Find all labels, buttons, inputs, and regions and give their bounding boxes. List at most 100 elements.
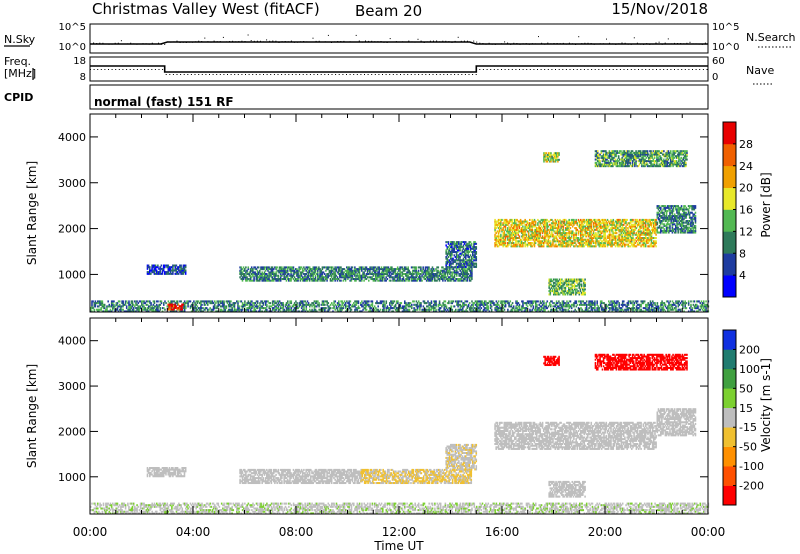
- echo-cell: [167, 300, 170, 303]
- echo-cell: [212, 308, 215, 311]
- nave-point: [273, 74, 275, 75]
- echo-cell: [426, 308, 428, 311]
- echo-cell: [293, 310, 296, 313]
- echo-cell: [403, 273, 406, 276]
- echo-cell: [700, 305, 703, 308]
- echo-cell: [471, 271, 473, 274]
- echo-cell: [225, 305, 228, 308]
- echo-cell: [497, 242, 500, 245]
- echo-cell: [310, 276, 312, 279]
- echo-cell: [645, 310, 647, 313]
- echo-cell: [470, 264, 473, 267]
- nsearch-point: [692, 43, 694, 45]
- echo-cell: [458, 274, 460, 277]
- echo-cell: [249, 269, 252, 272]
- echo-cell: [176, 303, 179, 306]
- echo-cell: [396, 266, 399, 269]
- echo-cell: [378, 279, 380, 282]
- echo-cell: [298, 305, 301, 308]
- echo-cell: [384, 269, 386, 272]
- nave-point: [414, 74, 416, 75]
- echo-cell: [420, 273, 422, 276]
- echo-cell: [562, 308, 565, 311]
- echo-cell: [446, 246, 449, 249]
- echo-cell: [480, 300, 483, 303]
- echo-cell: [588, 300, 590, 303]
- echo-cell: [156, 307, 158, 310]
- echo-cell: [246, 269, 248, 272]
- echo-cell: [614, 310, 617, 313]
- nsearch-tick-top: 10^5: [712, 22, 739, 33]
- echo-cell: [321, 303, 324, 306]
- echo-cell: [519, 243, 522, 246]
- echo-cell: [522, 307, 524, 310]
- echo-cell: [412, 269, 414, 272]
- echo-cell: [323, 273, 326, 276]
- echo-cell: [463, 242, 466, 245]
- echo-cell: [639, 303, 641, 306]
- echo-cell: [145, 310, 148, 313]
- echo-cell: [684, 303, 686, 306]
- echo-cell: [288, 305, 290, 308]
- echo-cell: [407, 310, 410, 313]
- echo-cell: [515, 218, 517, 221]
- echo-cell: [271, 308, 274, 311]
- echo-cell: [349, 310, 352, 313]
- echo-cell: [164, 308, 166, 311]
- echo-cell: [503, 220, 506, 223]
- echo-cell: [456, 262, 459, 265]
- echo-cell: [540, 307, 543, 310]
- echo-cell: [594, 305, 596, 308]
- echo-cell: [313, 310, 316, 313]
- echo-cell: [144, 307, 147, 310]
- echo-cell: [354, 278, 356, 281]
- echo-cell: [361, 305, 363, 308]
- nave-point: [432, 74, 434, 75]
- echo-cell: [531, 300, 534, 303]
- echo-cell: [526, 302, 529, 305]
- echo-cell: [273, 308, 275, 311]
- echo-cell: [125, 310, 128, 313]
- echo-cell: [536, 310, 538, 313]
- echo-cell: [452, 260, 454, 263]
- echo-cell: [472, 264, 474, 267]
- echo-cell: [419, 266, 421, 269]
- echo-cell: [620, 303, 623, 306]
- echo-cell: [406, 276, 408, 279]
- echo-cell: [412, 266, 414, 269]
- echo-cell: [274, 300, 276, 303]
- echo-cell: [450, 279, 452, 282]
- echo-cell: [511, 310, 514, 313]
- echo-cell: [512, 245, 515, 248]
- echo-cell: [256, 307, 259, 310]
- echo-cell: [428, 310, 430, 313]
- nsearch-point: [117, 42, 119, 44]
- nsearch-point: [327, 34, 329, 36]
- nave-point: [144, 69, 146, 70]
- nave-point: [519, 69, 520, 70]
- echo-cell: [343, 303, 346, 306]
- echo-cell: [233, 310, 236, 313]
- echo-cell: [698, 308, 700, 311]
- echo-cell: [444, 308, 447, 311]
- nsearch-point: [346, 41, 348, 43]
- echo-cell: [332, 279, 334, 282]
- echo-cell: [170, 305, 173, 308]
- nsearch-point: [355, 34, 357, 36]
- echo-cell: [327, 308, 330, 311]
- echo-cell: [407, 266, 409, 269]
- echo-cell: [610, 303, 612, 306]
- echo-cell: [271, 302, 274, 305]
- nave-point: [461, 74, 463, 75]
- echo-cell: [528, 300, 530, 303]
- echo-cell: [495, 232, 497, 235]
- echo-cell: [626, 305, 629, 308]
- echo-cell: [263, 274, 266, 277]
- echo-cell: [422, 271, 424, 274]
- echo-cell: [413, 273, 415, 276]
- echo-cell: [415, 305, 418, 308]
- nsearch-point: [429, 40, 431, 42]
- echo-cell: [472, 303, 474, 306]
- echo-cell: [393, 307, 396, 310]
- echo-cell: [329, 279, 332, 282]
